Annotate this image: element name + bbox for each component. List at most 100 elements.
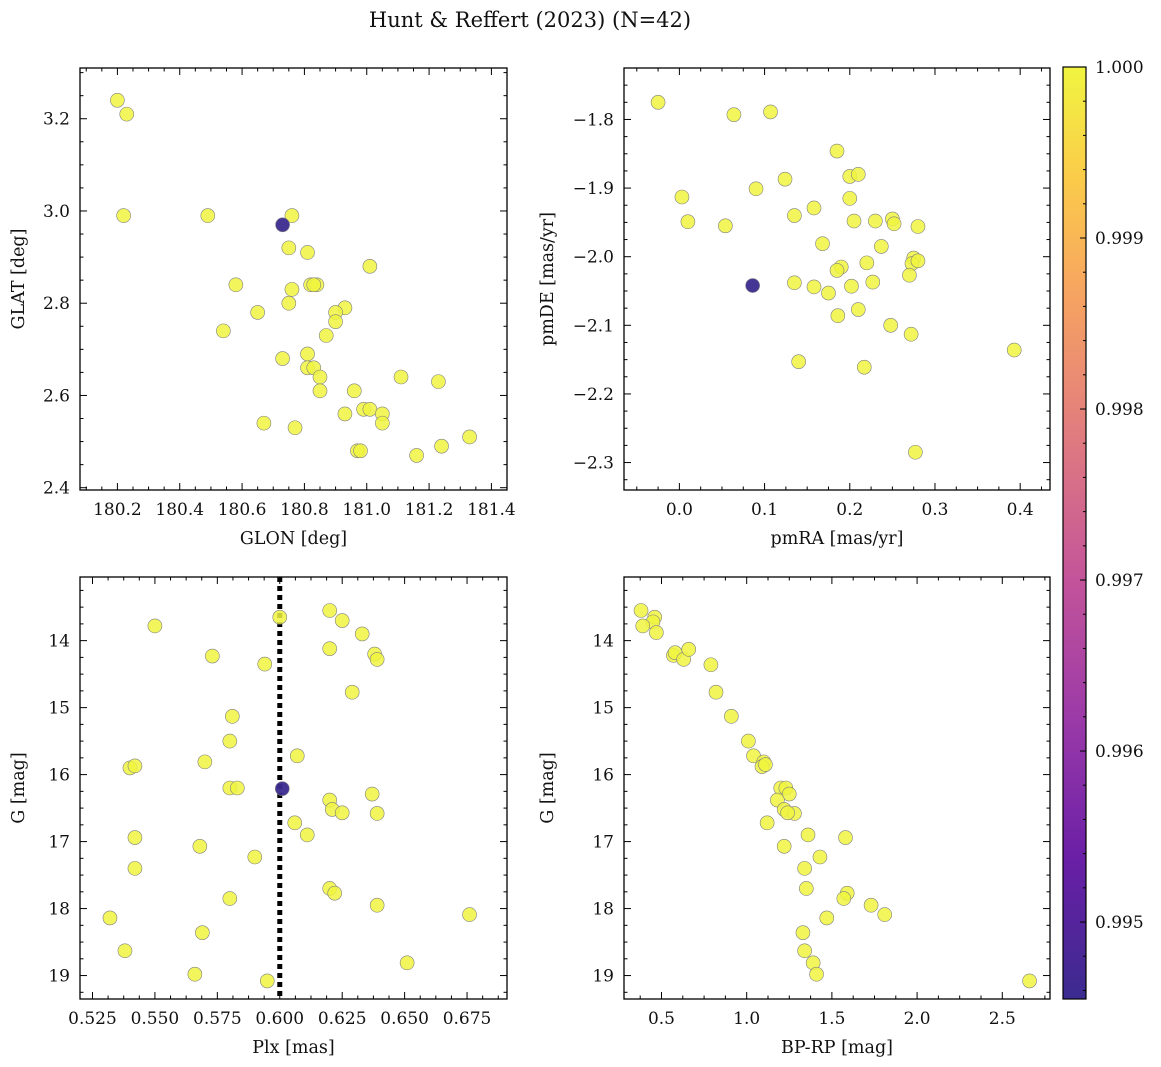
panel-2-point [127, 861, 143, 876]
panel-1-ytick-label: −2.1 [573, 316, 614, 336]
panel-1-ytick-label: −1.8 [573, 110, 614, 130]
panel-0-point [362, 259, 378, 274]
panel-2-xtick-label: 0.650 [380, 1009, 429, 1029]
panel-3-xtick-label: 1.0 [733, 1009, 760, 1029]
panel-3-point [633, 603, 649, 618]
panel-0-xtick-label: 181.0 [342, 500, 391, 520]
panel-0-point [228, 277, 244, 293]
panel-0-point [431, 374, 446, 389]
panel-1-point [908, 444, 923, 460]
panel-0-point [256, 415, 272, 431]
panel-2-point [369, 652, 385, 667]
panel-0-point [300, 245, 315, 260]
panel-0-point [393, 369, 409, 385]
colorbar-ticks: 0.995 0.996 0.997 0.998 0.999 1.000 [1080, 58, 1144, 991]
panel-2-point [230, 780, 245, 796]
panel-0-point [275, 351, 290, 366]
panel-1-point [850, 167, 866, 182]
panel-1-point [821, 285, 836, 301]
panel-1-ytick-label: −2.3 [573, 454, 614, 474]
panel-0-point [216, 323, 231, 339]
panel-1-xtick-label: 0.2 [836, 500, 863, 520]
panel-3-point [877, 907, 893, 922]
panel-3-xtick-label: 1.5 [818, 1009, 845, 1029]
panel-2-xtick-label: 0.600 [255, 1009, 304, 1029]
panel-2-point [364, 786, 380, 802]
panel-pmra-pmde: 0.0 0.1 0.2 0.3 0.4 −1.8 −1.9 −2.0 −2.1 −2.2 −2.3 p… [538, 67, 1051, 549]
panel-0-point [346, 383, 362, 399]
panel-3-point [800, 827, 816, 843]
panel-2-xtick-label: 0.550 [131, 1009, 180, 1029]
panel-3-point [1022, 973, 1037, 989]
panel-2-point [289, 748, 305, 764]
panel-1-point [865, 274, 881, 290]
panel-2-highlight-point [274, 781, 290, 796]
panel-3-point [759, 815, 775, 831]
panel-3-xlabel: BP-RP [mag] [781, 1038, 893, 1058]
panel-1-point [910, 219, 926, 234]
panel-3-point [780, 805, 795, 821]
panel-0-point [281, 295, 297, 311]
panel-0-point [250, 305, 265, 320]
panel-2-point [344, 684, 360, 700]
panel-2-point [462, 907, 477, 922]
panel-0-point [318, 328, 334, 343]
colorbar: 0.995 0.996 0.997 0.998 0.999 1.000 [1062, 58, 1144, 1000]
panel-1-point [829, 143, 845, 159]
panel-1-ytick-label: −2.2 [573, 385, 614, 405]
panel-0-point [116, 208, 131, 223]
panel-2-point [197, 754, 213, 770]
panel-1-point [674, 189, 690, 205]
panel-2-point [195, 925, 210, 940]
panel-1-point [874, 239, 889, 254]
panel-2-point [299, 827, 315, 843]
panel-2-ytick-label: 19 [48, 967, 70, 987]
panel-1-xtick-label: 0.1 [751, 500, 778, 520]
panel-3-xtick-label: 2.5 [989, 1009, 1016, 1029]
panel-1-point [844, 278, 859, 294]
panel-0-point [353, 443, 368, 459]
panel-0-ytick-label: 2.8 [43, 294, 70, 314]
panel-0-point [284, 282, 300, 297]
panel-1-point [883, 318, 898, 333]
panel-3-ylabel: G [mag] [538, 752, 558, 823]
panel-0-xtick-label: 180.2 [93, 500, 142, 520]
panel-1-point [859, 255, 875, 271]
panel-2-point [127, 758, 143, 774]
panel-3-point [812, 849, 828, 865]
panel-0-point [119, 106, 135, 122]
panel-2-ylabel: G [mag] [9, 752, 29, 823]
panel-2-point [259, 973, 275, 989]
panel-2-point [205, 648, 220, 664]
panel-1-xtick-label: 0.3 [921, 500, 948, 520]
panel-1-xlabel: pmRA [mas/yr] [771, 529, 904, 549]
panel-2-point [192, 838, 208, 854]
panel-2-point [272, 609, 288, 625]
panel-2-point [322, 641, 338, 656]
panel-1-point [1006, 342, 1022, 358]
panel-1-xtick-label: 0.4 [1007, 500, 1034, 520]
panel-1-point [726, 107, 742, 122]
panel-3-point [776, 838, 792, 854]
panel-1-point [815, 236, 830, 251]
panel-1-point [856, 359, 872, 375]
panel-3-point [809, 966, 824, 982]
panel-3-point [708, 684, 724, 700]
panel-2-ytick-label: 18 [48, 900, 70, 920]
panel-2-point [354, 626, 370, 642]
panel-3-point [758, 757, 773, 772]
panel-2-point [147, 618, 163, 634]
panel-2-point [369, 806, 385, 821]
panel-3-point [863, 897, 879, 913]
panel-3-point [741, 733, 756, 749]
panel-0-xtick-label: 181.4 [467, 500, 516, 520]
panel-0-ytick-label: 2.4 [43, 479, 70, 499]
panel-0-point [434, 438, 449, 454]
panel-2-point [287, 815, 303, 831]
panel-1-highlight-point [745, 278, 760, 293]
panel-3-point [797, 943, 812, 959]
panel-1-point [680, 214, 696, 230]
panel-1-point [886, 216, 902, 232]
panel-2-point [117, 943, 133, 959]
panel-0-point [284, 208, 300, 223]
